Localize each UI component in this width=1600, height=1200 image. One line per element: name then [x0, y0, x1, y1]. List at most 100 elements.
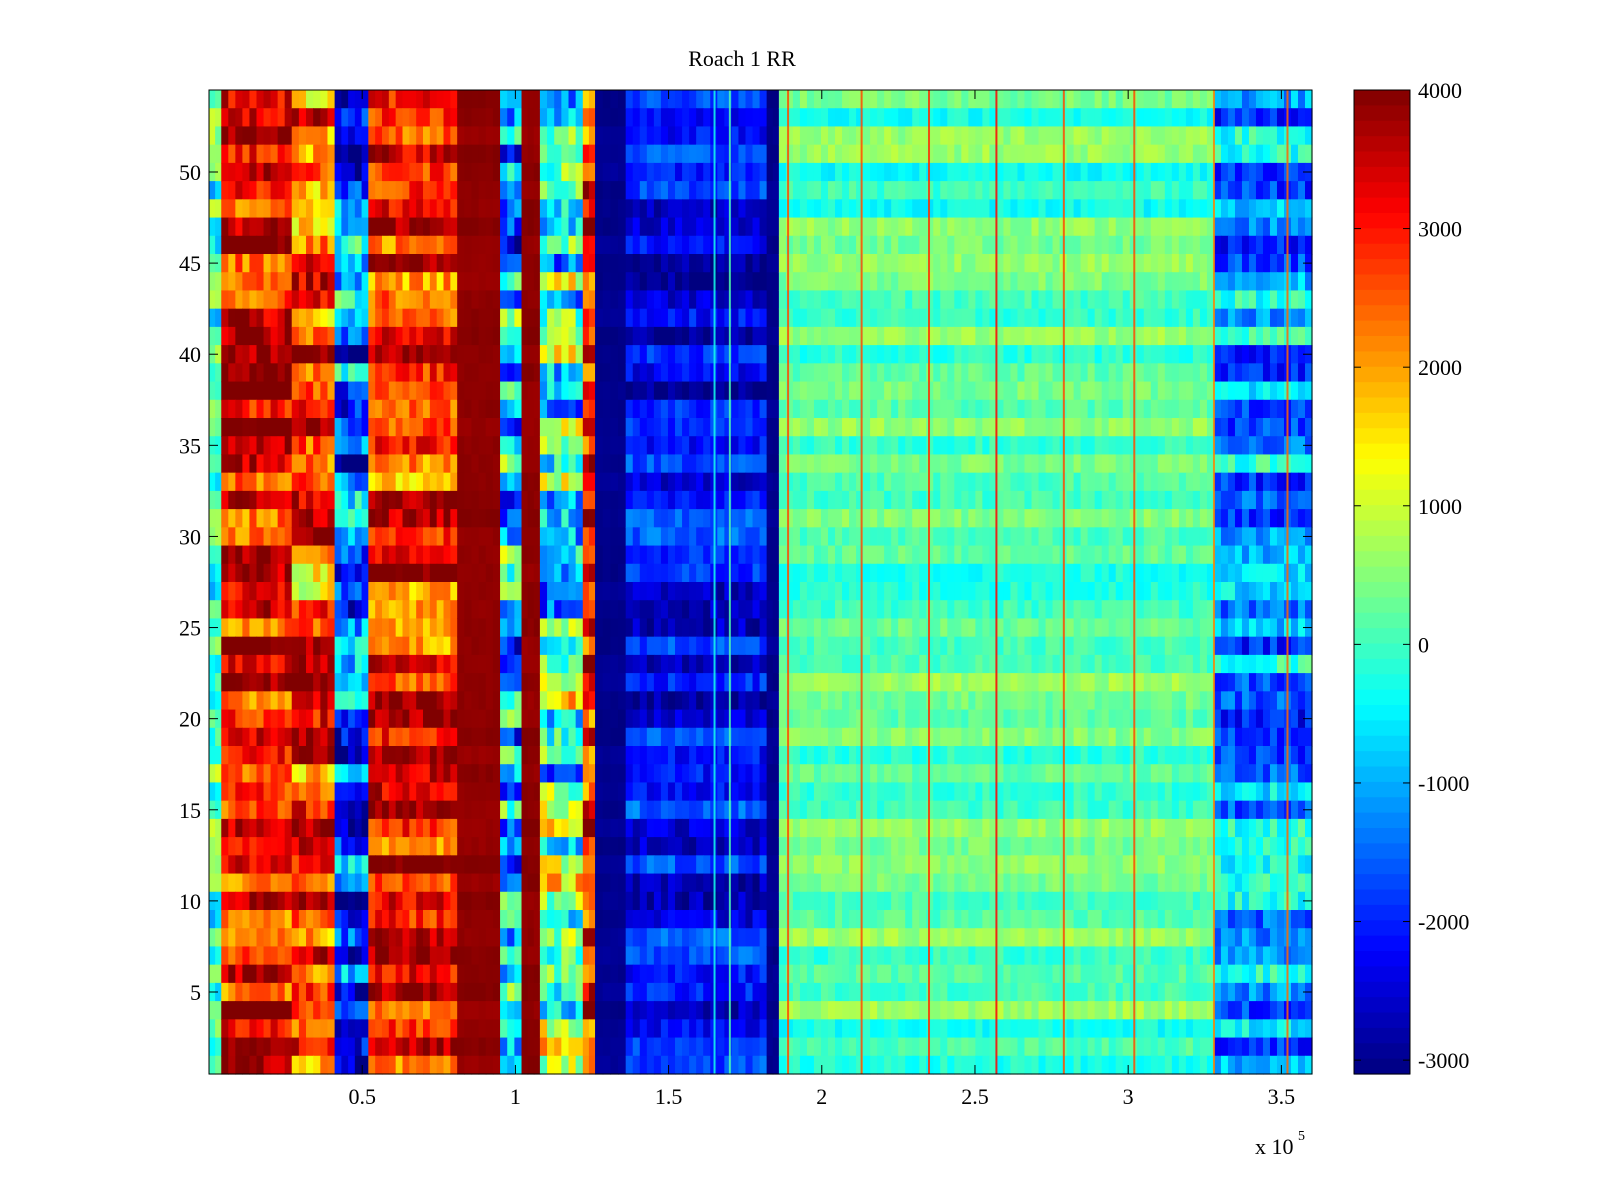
heatmap-cell: [703, 654, 711, 674]
heatmap-cell: [653, 144, 662, 164]
heatmap-cell: [478, 272, 487, 292]
heatmap-cell: [926, 235, 934, 255]
heatmap-cell: [632, 545, 641, 565]
heatmap-cell: [891, 144, 899, 164]
heatmap-cell: [443, 363, 451, 383]
heatmap-cell: [471, 873, 480, 893]
heatmap-cell: [249, 399, 258, 419]
heatmap-cell: [724, 108, 732, 128]
heatmap-cell: [539, 746, 548, 765]
heatmap-cell: [582, 654, 590, 674]
heatmap-cell: [228, 472, 236, 492]
heatmap-cell: [554, 1019, 562, 1039]
heatmap-cell: [940, 126, 948, 146]
heatmap-cell: [989, 235, 998, 255]
heatmap-cell: [533, 108, 541, 128]
heatmap-cell: [759, 363, 768, 383]
heatmap-cell: [388, 108, 397, 128]
heatmap-cell: [639, 764, 648, 784]
heatmap-cell: [457, 873, 465, 893]
heatmap-cell: [1192, 181, 1201, 200]
heatmap-cell: [696, 691, 704, 711]
heatmap-cell: [738, 90, 747, 109]
heatmap-cell: [348, 746, 356, 765]
heatmap-cell: [813, 90, 822, 109]
heatmap-cell: [256, 837, 265, 856]
heatmap-cell: [228, 800, 236, 820]
heatmap-cell: [375, 910, 383, 929]
heatmap-cell: [478, 90, 487, 109]
heatmap-cell: [828, 90, 836, 109]
heatmap-cell: [582, 837, 590, 856]
heatmap-cell: [533, 235, 541, 255]
heatmap-cell: [298, 454, 307, 474]
heatmap-cell: [291, 363, 300, 383]
heatmap-cell: [1031, 126, 1040, 146]
heatmap-cell: [667, 399, 676, 419]
heatmap-cell: [602, 691, 611, 711]
heatmap-cell: [752, 873, 761, 893]
heatmap-cell: [277, 818, 286, 838]
heatmap-cell: [270, 691, 279, 711]
heatmap-cell: [306, 509, 314, 528]
heatmap-cell: [423, 235, 431, 255]
heatmap-cell: [1122, 199, 1131, 219]
heatmap-cell: [402, 162, 410, 182]
heatmap-cell: [395, 290, 404, 310]
heatmap-cell: [1192, 126, 1201, 146]
heatmap-cell: [618, 472, 627, 492]
heatmap-cell: [521, 1019, 529, 1039]
heatmap-cell: [313, 308, 321, 328]
heatmap-cell: [745, 582, 754, 601]
heatmap-cell: [209, 673, 216, 692]
heatmap-cell: [228, 217, 236, 237]
heatmap-cell: [625, 162, 634, 182]
heatmap-cell: [618, 181, 627, 200]
heatmap-cell: [500, 982, 508, 1002]
heatmap-cell: [221, 873, 229, 893]
heatmap-cell: [514, 363, 523, 383]
heatmap-cell: [235, 636, 243, 656]
heatmap-cell: [1136, 144, 1145, 164]
heatmap-cell: [334, 563, 342, 583]
heatmap-cell: [375, 90, 383, 109]
heatmap-cell: [381, 381, 390, 401]
heatmap-cell: [485, 418, 494, 437]
heatmap-cell: [696, 345, 704, 364]
heatmap-cell: [926, 144, 934, 164]
heatmap-cell: [813, 108, 822, 128]
heatmap-cell: [388, 381, 397, 401]
heatmap-cell: [724, 418, 732, 437]
heatmap-cell: [745, 418, 754, 437]
heatmap-cell: [632, 746, 641, 765]
heatmap-cell: [291, 254, 300, 273]
heatmap-cell: [361, 126, 369, 146]
heatmap-cell: [429, 199, 438, 219]
heatmap-cell: [228, 490, 236, 510]
heatmap-cell: [221, 399, 229, 419]
heatmap-cell: [696, 199, 704, 219]
heatmap-cell: [813, 162, 822, 182]
heatmap-cell: [423, 418, 431, 437]
heatmap-cell: [507, 618, 515, 638]
heatmap-cell: [277, 436, 286, 456]
heatmap-cell: [388, 199, 397, 219]
heatmap-cell: [588, 1037, 596, 1057]
heatmap-cell: [256, 1055, 265, 1075]
heatmap-cell: [334, 418, 342, 437]
heatmap-cell: [752, 126, 761, 146]
heatmap-cell: [759, 800, 768, 820]
heatmap-cell: [485, 308, 494, 328]
heatmap-cell: [270, 254, 279, 273]
heatmap-cell: [689, 345, 697, 364]
heatmap-cell: [610, 308, 619, 328]
heatmap-cell: [813, 235, 822, 255]
heatmap-cell: [429, 90, 438, 109]
heatmap-cell: [443, 636, 451, 656]
heatmap-cell: [320, 326, 329, 346]
heatmap-cell: [582, 418, 590, 437]
heatmap-cell: [575, 709, 584, 729]
heatmap-cell: [492, 928, 501, 948]
heatmap-cell: [450, 345, 458, 364]
heatmap-cell: [575, 345, 584, 364]
